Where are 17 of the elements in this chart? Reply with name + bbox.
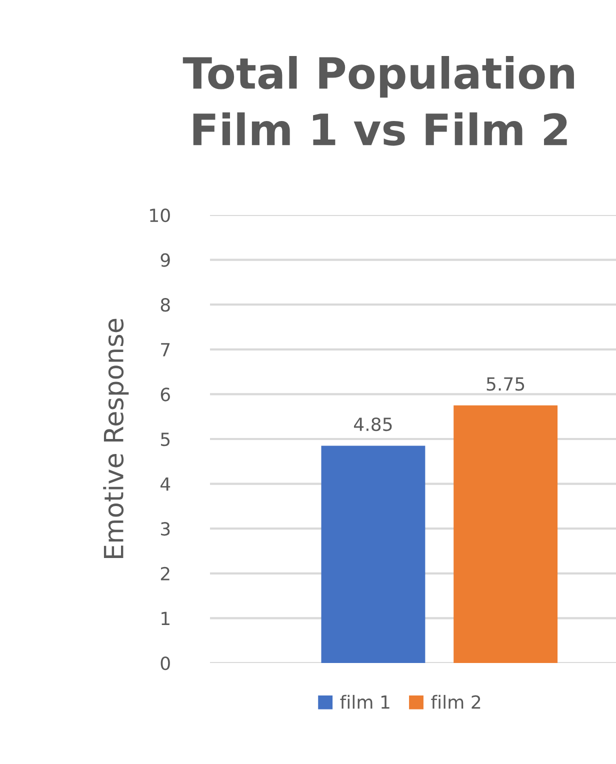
y-tick-label: 9: [160, 253, 170, 267]
y-tick-label: 7: [161, 343, 170, 356]
y-tick-label: 1: [162, 612, 170, 626]
y-tick-label: 4: [160, 477, 170, 491]
y-axis-title: Emotive Response: [103, 318, 129, 558]
y-tick-label: 8: [160, 298, 170, 312]
y-tick-label: 6: [160, 388, 170, 402]
y-tick-label: 5: [161, 432, 170, 446]
y-tick-label: 10: [150, 208, 170, 222]
data-label: 5.75: [486, 377, 524, 391]
y-tick-label: 0: [160, 656, 170, 670]
y-tick-label: 3: [161, 522, 170, 536]
chart-title: Total Population Film 1 vs Film 2: [182, 56, 574, 146]
data-label: 4.85: [354, 417, 392, 432]
legend-label: film 1: [340, 694, 390, 709]
legend-label: film 2: [431, 694, 480, 709]
y-tick-label: 2: [160, 566, 170, 580]
